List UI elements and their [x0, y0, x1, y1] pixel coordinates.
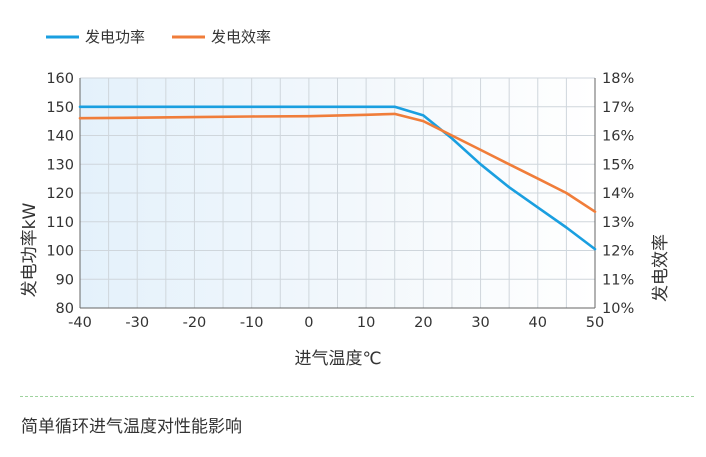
- y-right-tick-labels: 10% 11% 12% 13% 14% 15% 16% 17% 18%: [602, 71, 634, 317]
- y-right-tick-label: 10%: [602, 301, 634, 317]
- y-left-tick-label: 140: [46, 129, 74, 145]
- y-right-tick-label: 18%: [602, 71, 634, 87]
- y-left-axis-title: 发电功率kW: [20, 202, 40, 297]
- y-left-tick-label: 110: [46, 215, 74, 231]
- y-right-tick-label: 13%: [602, 215, 634, 231]
- series-line-power: [78, 105, 597, 251]
- chart-svg: 发电功率 发电效率 -40 -30 -20 -10 0 10 20 30 40 50 80 90 10…: [20, 28, 671, 369]
- y-right-tick-label: 16%: [602, 129, 634, 145]
- x-tick-label: 0: [304, 315, 313, 331]
- x-tick-label: 50: [586, 315, 604, 331]
- x-tick-label: -40: [68, 315, 92, 331]
- y-right-tick-label: 15%: [602, 157, 634, 173]
- y-left-tick-label: 80: [56, 301, 74, 317]
- x-tick-label: -10: [240, 315, 264, 331]
- y-left-tick-label: 120: [46, 186, 74, 202]
- caption-divider: [20, 396, 694, 397]
- x-tick-label: 10: [357, 315, 375, 331]
- x-tick-label: 30: [471, 315, 489, 331]
- y-left-tick-label: 90: [56, 272, 74, 288]
- y-right-tick-label: 12%: [602, 244, 634, 260]
- legend-label-power: 发电功率: [85, 28, 145, 46]
- x-tick-labels: -40 -30 -20 -10 0 10 20 30 40 50: [68, 315, 604, 331]
- figure-caption: 简单循环进气温度对性能影响: [21, 417, 242, 437]
- y-left-tick-label: 100: [46, 244, 74, 260]
- series-line-efficiency: [78, 112, 597, 213]
- x-tick-label: 20: [414, 315, 432, 331]
- y-right-axis-title: 发电效率: [651, 234, 671, 302]
- y-left-tick-label: 160: [46, 71, 74, 87]
- y-right-tick-label: 14%: [602, 186, 634, 202]
- legend-label-efficiency: 发电效率: [211, 28, 271, 46]
- y-right-tick-label: 17%: [602, 100, 634, 116]
- x-tick-label: -20: [183, 315, 207, 331]
- y-right-tick-label: 11%: [602, 272, 634, 288]
- axes: [79, 78, 596, 309]
- y-left-tick-label: 130: [46, 157, 74, 173]
- legend: 发电功率 发电效率: [46, 28, 271, 46]
- series-lines: [78, 105, 597, 251]
- x-tick-label: 40: [529, 315, 547, 331]
- y-left-tick-labels: 80 90 100 110 120 130 140 150 160: [46, 71, 74, 317]
- x-axis-title: 进气温度℃: [294, 349, 381, 369]
- x-tick-label: -30: [125, 315, 149, 331]
- y-left-tick-label: 150: [46, 100, 74, 116]
